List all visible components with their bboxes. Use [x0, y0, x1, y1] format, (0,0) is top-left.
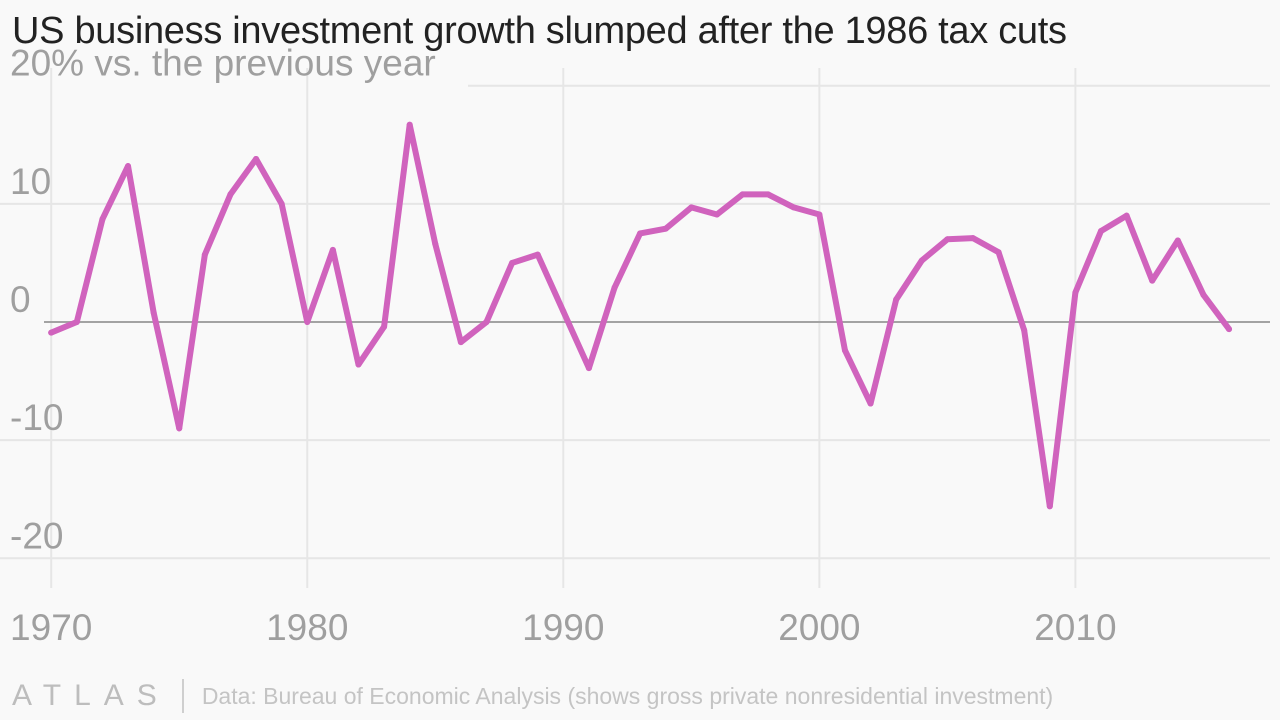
data-point: [150, 309, 157, 316]
data-point: [509, 259, 516, 266]
data-point: [176, 425, 183, 432]
data-point: [483, 319, 490, 325]
data-point: [611, 284, 618, 291]
data-point: [1123, 212, 1130, 219]
data-point: [1046, 503, 1053, 510]
tick-labels: 1970 1980 1990 2000 2010 20% vs. the previous…: [10, 43, 1117, 648]
y-tick-label: -10: [10, 397, 63, 438]
data-point: [713, 211, 720, 218]
data-point: [457, 339, 464, 346]
data-point: [969, 235, 976, 242]
data-point: [893, 296, 900, 303]
data-point: [125, 163, 132, 170]
data-point: [816, 211, 823, 218]
data-point: [918, 257, 925, 264]
data-point: [1072, 289, 1079, 296]
data-point: [534, 251, 541, 258]
footer: ATLAS Data: Bureau of Economic Analysis …: [12, 676, 1053, 716]
data-point: [432, 241, 439, 248]
data-point: [99, 216, 106, 223]
data-point: [381, 323, 388, 330]
data-point: [765, 191, 772, 198]
line-chart: 1970 1980 1990 2000 2010 20% vs. the previous…: [0, 43, 1270, 648]
data-point: [662, 225, 669, 232]
data-point: [1226, 326, 1233, 333]
data-point: [1174, 237, 1181, 244]
y-tick-label: 0: [10, 279, 31, 320]
data-point: [48, 329, 55, 336]
series-line: [48, 121, 1233, 510]
footer-divider: [181, 679, 184, 713]
data-point: [790, 204, 797, 211]
grid: [0, 68, 1270, 588]
source-note: Data: Bureau of Economic Analysis (shows…: [201, 682, 1054, 709]
x-tick-label: 2000: [778, 607, 860, 648]
data-point: [841, 347, 848, 354]
data-point: [73, 319, 80, 325]
data-point: [1200, 291, 1207, 298]
x-tick-label: 1970: [10, 607, 92, 648]
data-point: [253, 155, 260, 162]
data-point: [304, 319, 311, 325]
data-point: [688, 204, 695, 211]
data-point: [560, 308, 567, 315]
data-point: [1098, 228, 1105, 235]
data-point: [944, 236, 951, 243]
data-point: [739, 191, 746, 198]
data-point: [637, 230, 644, 237]
y-tick-label: -20: [10, 515, 63, 556]
data-point: [278, 200, 285, 207]
data-point: [995, 249, 1002, 256]
y-tick-label: 10: [10, 161, 51, 202]
y-axis-label: 20% vs. the previous year: [10, 43, 436, 84]
chart-title: US business investment growth slumped af…: [12, 10, 1067, 52]
data-point: [201, 251, 208, 258]
x-tick-label: 1980: [266, 607, 348, 648]
x-tick-label: 2010: [1034, 607, 1116, 648]
series: [48, 121, 1233, 510]
data-point: [227, 191, 234, 198]
data-point: [1021, 327, 1028, 334]
atlas-logo: ATLAS: [12, 679, 170, 712]
data-point: [585, 365, 592, 372]
data-point: [406, 121, 413, 128]
data-point: [1149, 277, 1156, 284]
data-point: [355, 361, 362, 368]
data-point: [329, 246, 336, 253]
x-tick-label: 1990: [522, 607, 604, 648]
data-point: [867, 400, 874, 407]
